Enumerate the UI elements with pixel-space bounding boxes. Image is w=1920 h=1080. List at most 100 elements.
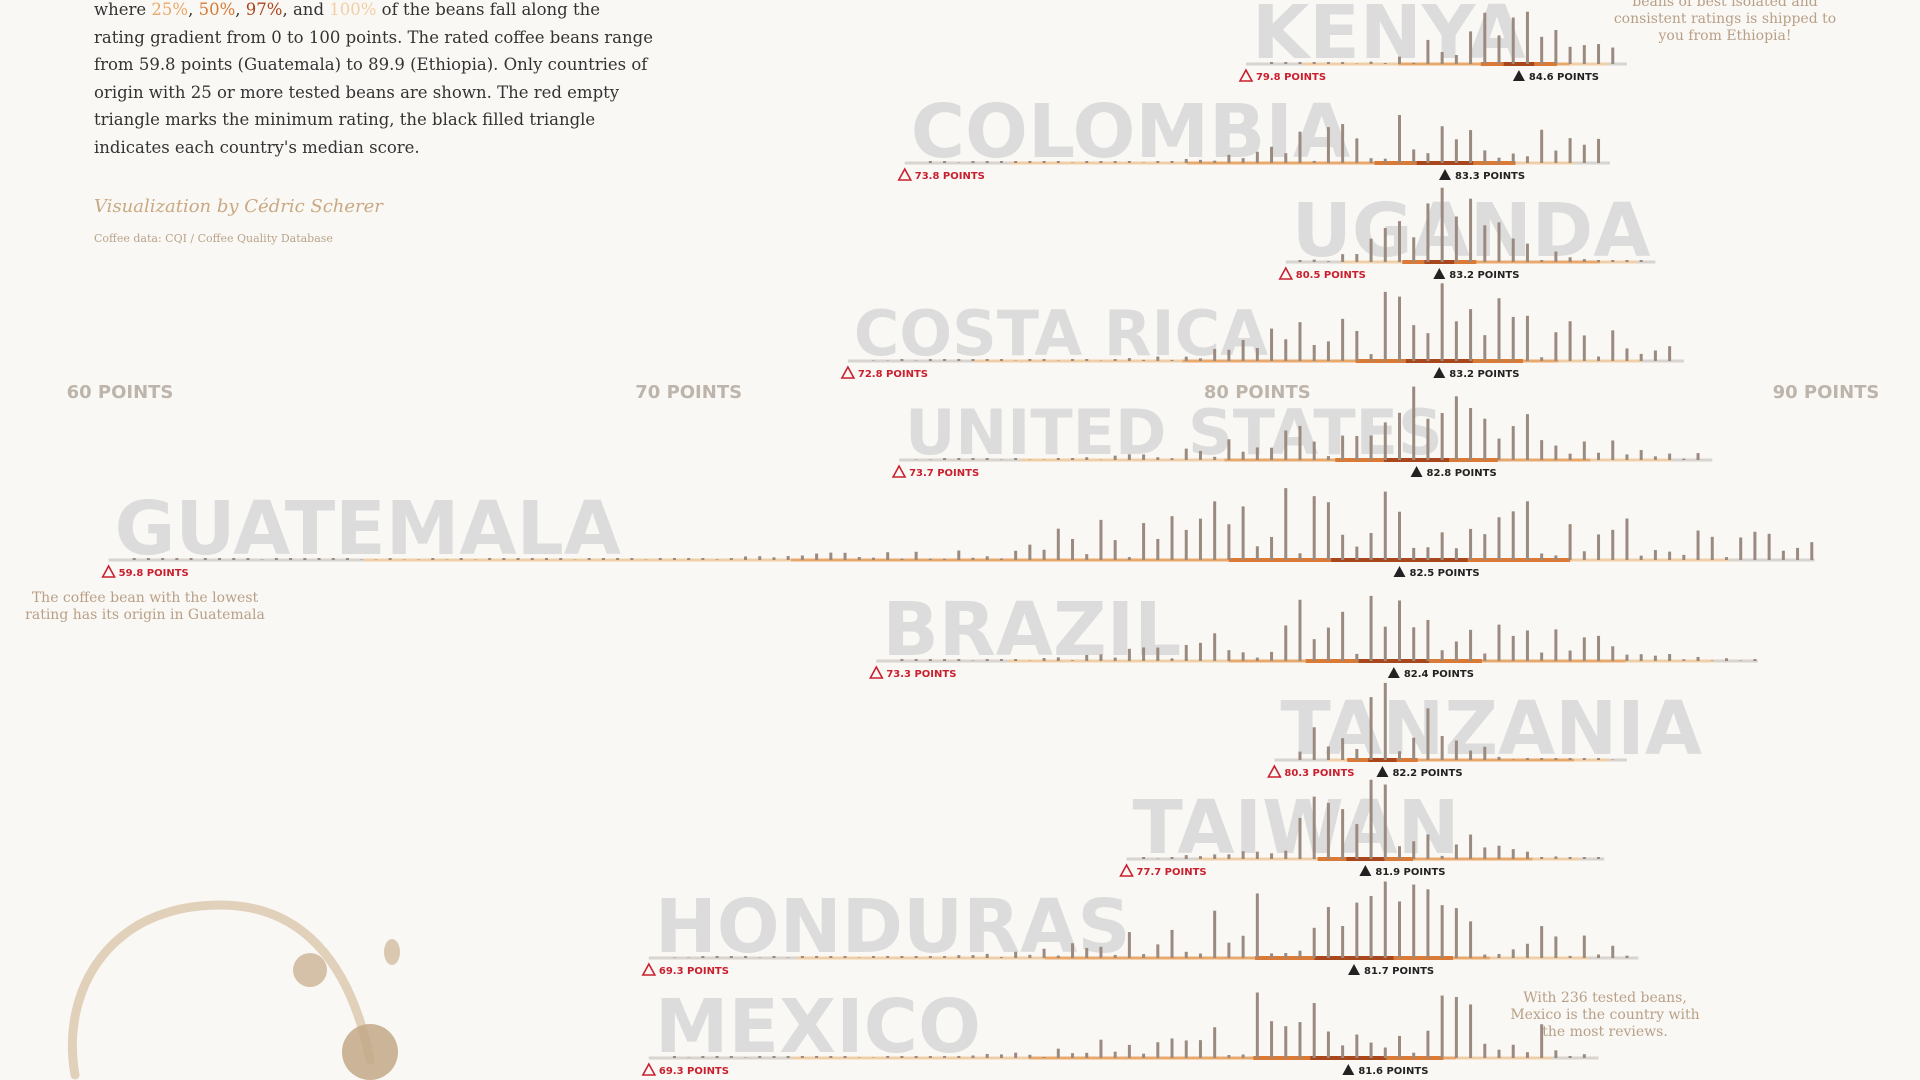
score-bar [1326, 261, 1330, 262]
score-bar [829, 956, 833, 958]
score-bar [1156, 1042, 1160, 1058]
score-bar [1668, 551, 1672, 560]
score-bar [971, 458, 975, 460]
score-bar [1284, 430, 1288, 460]
score-bar [843, 956, 847, 958]
score-bar [1796, 547, 1800, 560]
score-bar [1142, 954, 1146, 958]
score-bar [1156, 457, 1160, 460]
score-bar [999, 659, 1003, 661]
score-bar [1241, 652, 1245, 661]
score-bar [1056, 458, 1060, 460]
median-marker [1410, 466, 1423, 477]
score-bar [900, 1056, 904, 1058]
score-bar [1355, 748, 1359, 760]
score-bar [1483, 847, 1487, 859]
score-bar [829, 552, 833, 560]
score-bar [1426, 889, 1430, 958]
score-bar [1525, 758, 1529, 760]
score-bar [1483, 653, 1487, 661]
score-bar [1582, 857, 1586, 859]
score-bar [957, 659, 961, 661]
score-bar [218, 558, 222, 560]
score-bar [1369, 697, 1373, 760]
score-bar [1312, 496, 1316, 560]
score-bar [985, 458, 989, 460]
score-bar [1326, 907, 1330, 958]
score-bar [1653, 655, 1657, 661]
score-bar [1184, 644, 1188, 661]
score-bar [1213, 456, 1217, 460]
score-bar [1554, 150, 1558, 163]
score-bar [943, 558, 947, 560]
score-bar [1127, 648, 1131, 661]
score-bar [1611, 529, 1615, 560]
score-bar [1369, 896, 1373, 958]
score-bar [914, 1056, 918, 1058]
score-bar [1198, 159, 1202, 163]
median-label: 82.2 POINTS [1392, 768, 1462, 779]
score-bar [843, 552, 847, 560]
score-bar [1099, 161, 1103, 163]
score-bar [1312, 727, 1316, 760]
score-bar [1653, 456, 1657, 460]
score-bar [1085, 161, 1089, 163]
score-bar [1213, 160, 1217, 163]
score-bar [1298, 259, 1302, 262]
score-bar [1440, 995, 1444, 1058]
score-bar [1440, 413, 1444, 460]
score-bar [1312, 441, 1316, 460]
score-bar [345, 558, 349, 560]
score-bar [772, 1056, 776, 1058]
score-bar [1341, 611, 1345, 661]
score-bar [1611, 47, 1615, 64]
score-bar [1355, 824, 1359, 859]
score-bar [1099, 519, 1103, 560]
median-marker [1359, 865, 1372, 876]
score-bar [1739, 537, 1743, 560]
score-bar [1611, 260, 1615, 262]
score-bar [175, 558, 179, 560]
score-bar [658, 558, 662, 560]
score-bar [800, 956, 804, 958]
score-bar [928, 359, 932, 361]
score-bar [1597, 954, 1601, 958]
score-bar [1710, 536, 1714, 560]
median-label: 83.3 POINTS [1455, 171, 1525, 182]
score-bar [1071, 1053, 1075, 1058]
min-label: 77.7 POINTS [1137, 867, 1207, 878]
score-bar [1028, 544, 1032, 560]
score-bar [1383, 1047, 1387, 1058]
score-bar [1184, 951, 1188, 958]
score-bar [1071, 359, 1075, 361]
score-bar [1540, 857, 1544, 859]
score-bar [1483, 1043, 1487, 1058]
median-marker [1387, 667, 1400, 678]
intro-text: where 25%, 50%, 97%, and 100% of the bea… [94, 0, 653, 157]
score-bar [601, 558, 605, 560]
score-bar [1724, 658, 1728, 661]
score-bar [1184, 448, 1188, 460]
median-marker [1438, 169, 1451, 180]
score-bar [1440, 735, 1444, 760]
score-bar [1369, 532, 1373, 560]
score-bar [1454, 216, 1458, 262]
score-bar [1454, 997, 1458, 1058]
score-bar [1497, 624, 1501, 661]
score-bar [1312, 796, 1316, 859]
score-bar [1369, 779, 1373, 859]
score-bar [1198, 450, 1202, 460]
score-bar [1511, 949, 1515, 958]
legend-p100: 100% [329, 0, 377, 19]
score-bar [1668, 654, 1672, 661]
score-bar [1383, 63, 1387, 64]
median-marker [1512, 70, 1525, 81]
median-label: 83.2 POINTS [1449, 369, 1519, 380]
score-bar [1113, 954, 1117, 958]
score-bar [1582, 441, 1586, 460]
